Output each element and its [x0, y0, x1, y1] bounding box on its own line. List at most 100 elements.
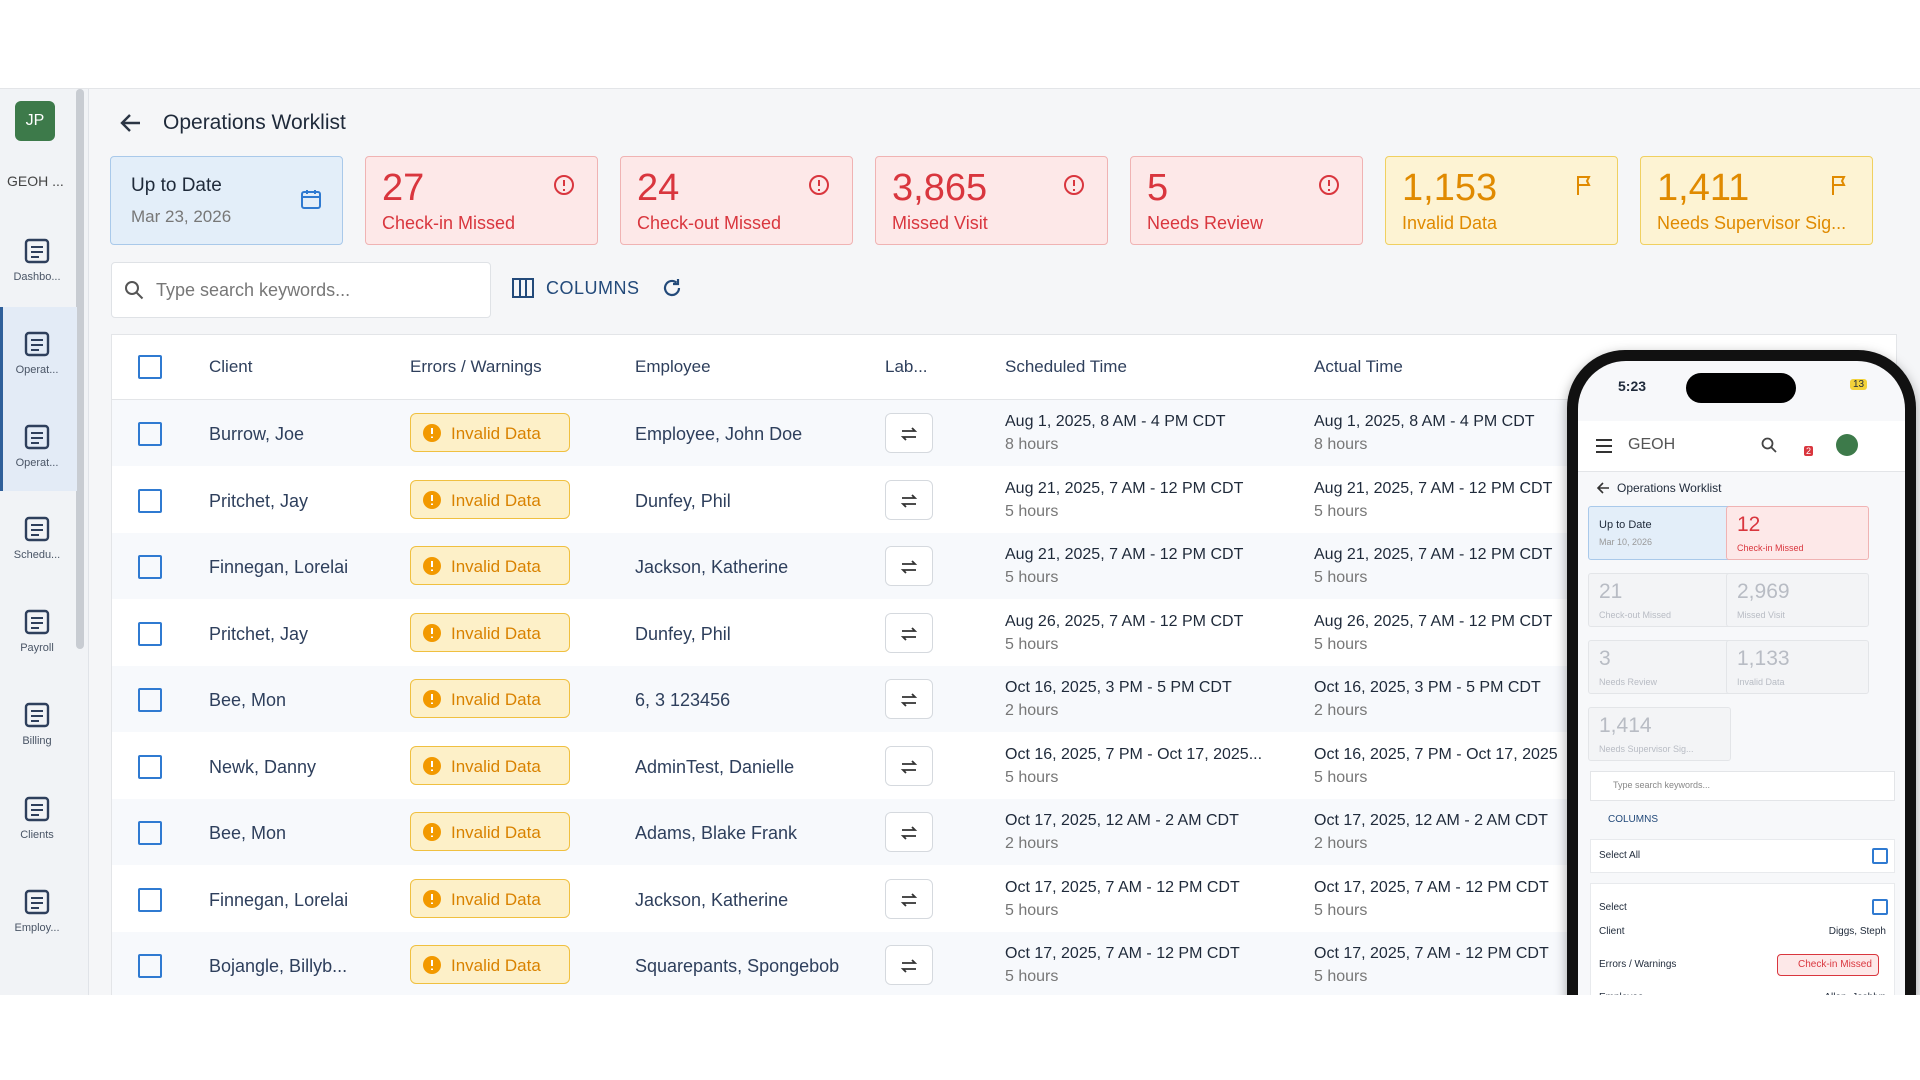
employee-name: Dunfey, Phil — [635, 490, 731, 511]
column-header[interactable]: Client — [209, 357, 253, 376]
nav-label[interactable]: Payroll — [20, 642, 54, 654]
refresh-button[interactable] — [661, 277, 683, 299]
phone-back[interactable] — [1596, 481, 1610, 495]
label-icon — [899, 956, 919, 981]
phone-card[interactable]: 12 Check-in Missed — [1726, 506, 1869, 560]
label-button[interactable] — [885, 745, 933, 786]
scheduled-hours: 5 hours — [1005, 502, 1059, 520]
warning-icon — [423, 690, 441, 713]
warning-icon — [423, 424, 441, 447]
client-name: Pritchet, Jay — [209, 490, 309, 511]
summary-card[interactable]: 1,411 Needs Supervisor Sig... — [1640, 156, 1873, 245]
scheduled-hours: 5 hours — [1005, 635, 1059, 653]
back-button[interactable] — [118, 110, 144, 136]
avatar[interactable]: JP — [15, 101, 55, 141]
card-icon — [1573, 174, 1595, 201]
select-checkbox[interactable] — [1872, 899, 1888, 915]
status-time: 5:23 — [1618, 378, 1647, 394]
phone-columns[interactable]: COLUMNS — [1608, 814, 1659, 825]
sidebar: JP GEOH ... Dashbo... Operat... Operat... S… — [0, 89, 89, 995]
scheduled-time: Oct 17, 2025, 7 AM - 12 PM CDT — [1005, 878, 1240, 896]
phone-screen: 5:23 13 GEOH 2 Operations Worklist Type … — [1578, 361, 1905, 995]
columns-button[interactable]: COLUMNS — [546, 278, 640, 298]
checkbox[interactable] — [138, 488, 162, 513]
nav-label[interactable]: Employ... — [14, 922, 60, 934]
phone-card[interactable]: Up to Date Mar 10, 2026 — [1588, 506, 1731, 560]
checkbox[interactable] — [138, 555, 162, 579]
nav-label[interactable]: Operat... — [15, 364, 59, 376]
summary-card[interactable]: 5 Needs Review — [1130, 156, 1363, 245]
nav-icon — [24, 424, 50, 455]
label-button[interactable] — [885, 413, 933, 453]
card-label: Needs Supervisor Sig... — [1599, 744, 1694, 754]
phone-search-box[interactable]: Type search keywords... — [1590, 771, 1895, 801]
actual-time: Oct 16, 2025, 7 PM - Oct 17, 2025 — [1314, 745, 1558, 763]
checkbox[interactable] — [138, 355, 162, 379]
summary-card[interactable]: 1,153 Invalid Data — [1385, 156, 1618, 245]
phone-card[interactable]: 1,414 Needs Supervisor Sig... — [1588, 707, 1731, 761]
scheduled-time: Oct 17, 2025, 12 AM - 2 AM CDT — [1005, 812, 1239, 829]
nav-label[interactable]: Dashbo... — [13, 271, 61, 283]
column-header[interactable]: Employee — [635, 357, 711, 376]
summary-card[interactable]: Up to Date Mar 23, 2026 — [110, 156, 343, 245]
actual-time: Oct 17, 2025, 12 AM - 2 AM CDT — [1314, 812, 1548, 829]
warning-icon — [423, 557, 441, 580]
checkbox[interactable] — [138, 821, 162, 845]
nav-icon — [24, 796, 50, 827]
card-label: Needs Review — [1147, 213, 1264, 233]
label-button[interactable] — [885, 612, 933, 653]
card-label: Check-in Missed — [1737, 543, 1804, 553]
phone-card[interactable]: 3 Needs Review — [1588, 640, 1731, 694]
nav-label[interactable]: Billing — [22, 735, 52, 747]
summary-card[interactable]: 3,865 Missed Visit — [875, 156, 1108, 245]
nav-label[interactable]: Schedu... — [13, 549, 61, 561]
select-all-checkbox[interactable] — [1872, 848, 1888, 864]
label-button[interactable] — [885, 878, 933, 919]
column-header[interactable]: Actual Time — [1314, 357, 1403, 376]
summary-card[interactable]: 24 Check-out Missed — [620, 156, 853, 245]
error-badge: Invalid Data — [410, 679, 570, 718]
phone-search[interactable] — [1761, 437, 1777, 453]
client-name: Bee, Mon — [209, 690, 287, 710]
label-button[interactable] — [885, 812, 933, 852]
actual-hours: 5 hours — [1314, 569, 1368, 586]
phone-card[interactable]: 21 Check-out Missed — [1588, 573, 1731, 627]
actual-time: Oct 16, 2025, 3 PM - 5 PM CDT — [1314, 679, 1541, 696]
scheduled-hours: 8 hours — [1005, 436, 1059, 453]
phone-card[interactable]: 1,133 Invalid Data — [1726, 640, 1869, 694]
checkbox[interactable] — [138, 754, 162, 779]
error-text: Invalid Data — [451, 690, 541, 709]
scheduled-hours: 2 hours — [1005, 835, 1059, 852]
phone-card[interactable]: 2,969 Missed Visit — [1726, 573, 1869, 627]
error-text: Invalid Data — [451, 557, 541, 576]
checkbox[interactable] — [138, 887, 162, 912]
phone-avatar[interactable] — [1836, 434, 1858, 456]
nav-label[interactable]: Operat... — [15, 457, 59, 469]
checkbox[interactable] — [138, 688, 162, 712]
phone-select-all-row: Select All — [1590, 839, 1895, 873]
column-header[interactable]: Lab... — [885, 357, 928, 376]
employee-name: AdminTest, Danielle — [635, 756, 795, 777]
scheduled-time: Oct 16, 2025, 7 PM - Oct 17, 2025... — [1005, 745, 1263, 763]
search-box[interactable]: Type search keywords... — [111, 262, 491, 318]
error-badge: Invalid Data — [410, 413, 570, 452]
checkbox[interactable] — [138, 954, 162, 978]
label-button[interactable] — [885, 945, 933, 985]
field-label: Employee — [1599, 992, 1643, 995]
scheduled-hours: 2 hours — [1005, 702, 1059, 719]
column-header[interactable]: Errors / Warnings — [410, 357, 542, 376]
label-button[interactable] — [885, 679, 933, 719]
employee-name: 6, 3 123456 — [635, 690, 731, 710]
nav-label[interactable]: Clients — [20, 829, 54, 841]
column-header[interactable]: Scheduled Time — [1005, 357, 1127, 376]
menu-icon[interactable] — [1596, 439, 1612, 453]
warning-icon — [423, 490, 441, 514]
label-button[interactable] — [885, 546, 933, 586]
checkbox[interactable] — [138, 621, 162, 646]
employee-name: Jackson, Katherine — [635, 889, 789, 910]
card-icon — [1318, 174, 1340, 201]
checkbox[interactable] — [138, 422, 162, 446]
scrollbar — [76, 89, 84, 649]
summary-card[interactable]: 27 Check-in Missed — [365, 156, 598, 245]
label-button[interactable] — [885, 479, 933, 520]
